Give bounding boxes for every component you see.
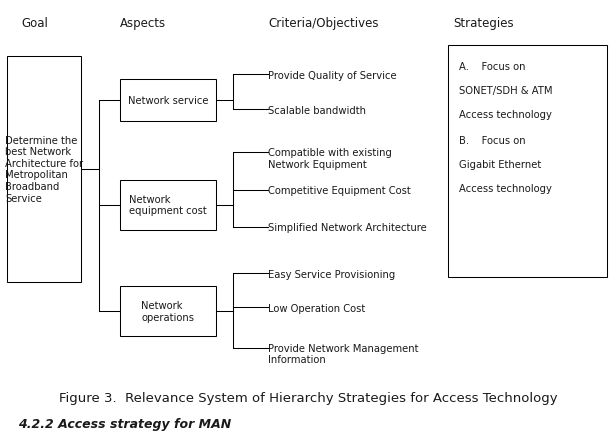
Text: Access technology: Access technology [459, 184, 552, 194]
Text: Gigabit Ethernet: Gigabit Ethernet [459, 160, 541, 170]
Text: Low Operation Cost: Low Operation Cost [268, 303, 365, 313]
Text: Aspects: Aspects [120, 17, 166, 30]
Text: Network service: Network service [128, 96, 208, 106]
Text: Simplified Network Architecture: Simplified Network Architecture [268, 223, 427, 233]
Text: Criteria/Objectives: Criteria/Objectives [268, 17, 378, 30]
Text: Compatible with existing
Network Equipment: Compatible with existing Network Equipme… [268, 148, 392, 169]
Text: Strategies: Strategies [453, 17, 513, 30]
Text: 4.2.2 Access strategy for MAN: 4.2.2 Access strategy for MAN [18, 417, 232, 430]
Text: Access technology: Access technology [459, 110, 552, 120]
Text: Provide Network Management
Information: Provide Network Management Information [268, 343, 418, 365]
Bar [120, 286, 216, 336]
Bar [7, 56, 81, 282]
Text: B.    Focus on: B. Focus on [459, 136, 525, 146]
Text: Provide Quality of Service: Provide Quality of Service [268, 71, 397, 81]
Bar [120, 180, 216, 230]
Text: Scalable bandwidth: Scalable bandwidth [268, 106, 366, 115]
Text: A.    Focus on: A. Focus on [459, 62, 525, 72]
Text: Figure 3.  Relevance System of Hierarchy Strategies for Access Technology: Figure 3. Relevance System of Hierarchy … [59, 391, 557, 404]
Text: Network
equipment cost: Network equipment cost [129, 194, 207, 216]
Bar [120, 80, 216, 122]
Text: Determine the
best Network
Architecture for
Metropolitan
Broadband
Service: Determine the best Network Architecture … [6, 135, 83, 203]
Bar [448, 46, 607, 278]
Text: Network
operations: Network operations [141, 301, 195, 322]
Text: SONET/SDH & ATM: SONET/SDH & ATM [459, 86, 553, 96]
Text: Competitive Equipment Cost: Competitive Equipment Cost [268, 186, 411, 196]
Text: Goal: Goal [22, 17, 49, 30]
Text: Easy Service Provisioning: Easy Service Provisioning [268, 270, 395, 279]
